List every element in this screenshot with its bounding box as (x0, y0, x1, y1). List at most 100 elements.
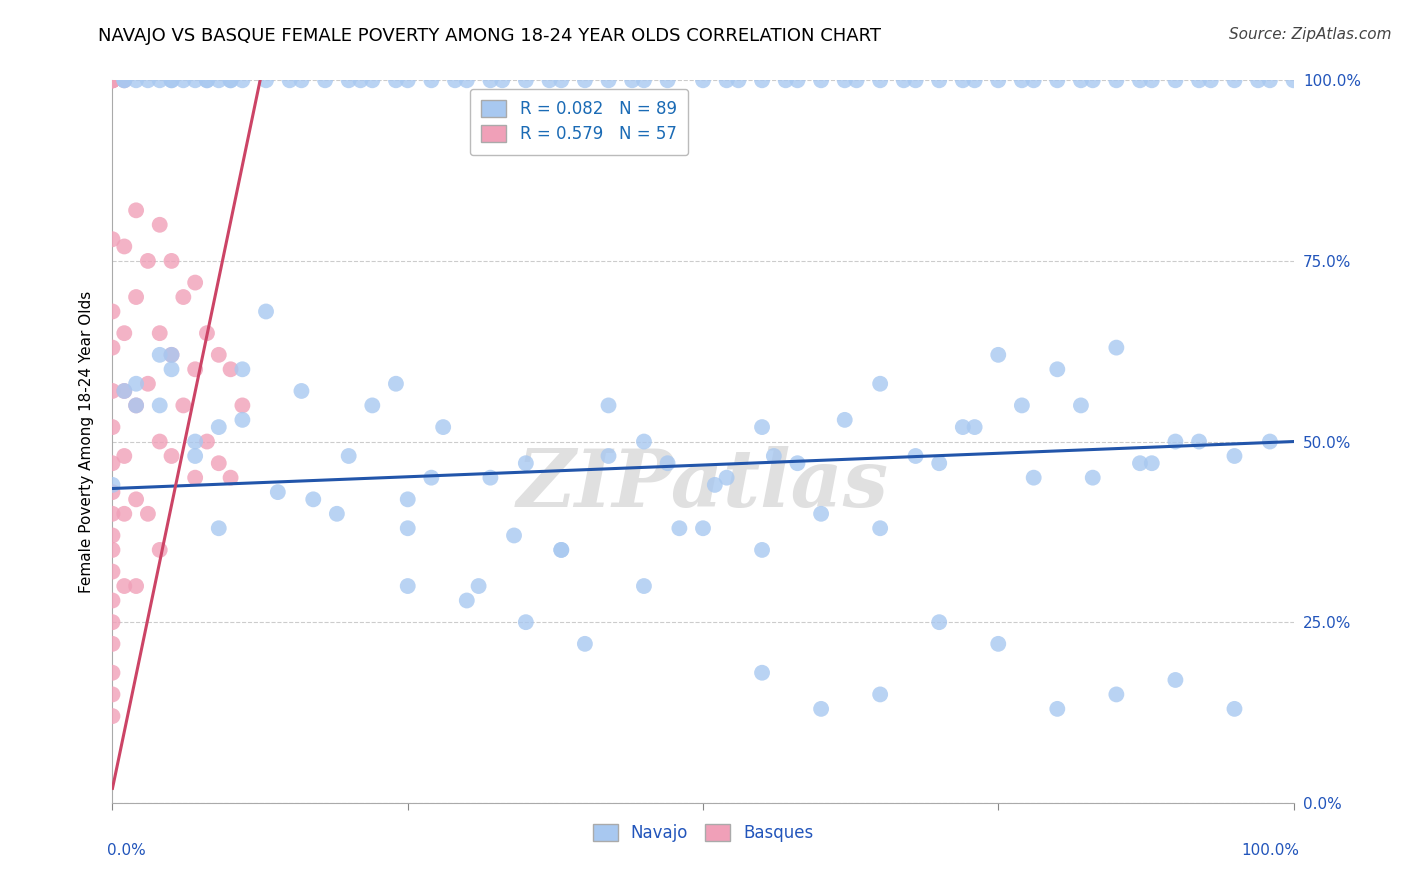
Point (869, 376, 891, 391)
Point (195, 73, 218, 87)
Point (267, 485, 290, 500)
Point (101, 593, 124, 607)
Point (195, 73, 218, 87)
Point (786, 456, 808, 470)
Point (290, 384, 312, 398)
Point (125, 398, 148, 412)
Point (963, 73, 986, 87)
Point (1022, 470, 1045, 484)
Point (231, 398, 253, 412)
Point (1188, 434, 1211, 449)
Point (657, 456, 679, 470)
Point (550, 73, 572, 87)
Point (467, 579, 489, 593)
Point (1105, 73, 1128, 87)
Point (337, 449, 360, 463)
Point (112, 507, 135, 521)
Point (160, 348, 183, 362)
Point (515, 615, 537, 630)
Point (125, 579, 148, 593)
Point (1164, 73, 1187, 87)
Point (184, 449, 207, 463)
Point (101, 478, 124, 492)
Point (184, 362, 207, 376)
Point (751, 665, 773, 680)
Point (101, 665, 124, 680)
Point (290, 73, 312, 87)
Point (112, 579, 135, 593)
Point (550, 542, 572, 557)
Point (1070, 398, 1092, 412)
Point (112, 326, 135, 340)
Point (775, 73, 797, 87)
Point (692, 73, 714, 87)
Point (751, 542, 773, 557)
Point (1046, 73, 1069, 87)
Point (160, 362, 183, 376)
Point (574, 73, 596, 87)
Point (208, 521, 231, 535)
Point (810, 73, 832, 87)
Point (1247, 73, 1270, 87)
Text: Source: ZipAtlas.com: Source: ZipAtlas.com (1229, 27, 1392, 42)
Point (633, 434, 655, 449)
Point (219, 470, 242, 484)
Point (716, 73, 738, 87)
Point (101, 709, 124, 723)
Point (160, 253, 183, 268)
Point (101, 542, 124, 557)
Point (845, 73, 868, 87)
Point (149, 218, 172, 232)
Point (550, 542, 572, 557)
Point (160, 348, 183, 362)
Point (668, 521, 690, 535)
Point (456, 73, 478, 87)
Point (869, 73, 891, 87)
Point (112, 73, 135, 87)
Point (444, 73, 467, 87)
Point (1129, 73, 1152, 87)
Point (1140, 456, 1163, 470)
Point (361, 398, 384, 412)
Point (101, 73, 124, 87)
Point (1258, 434, 1281, 449)
Point (1164, 673, 1187, 687)
Point (101, 420, 124, 434)
Point (1046, 362, 1069, 376)
Point (1022, 73, 1045, 87)
Point (420, 470, 443, 484)
Point (302, 492, 325, 507)
Point (172, 73, 194, 87)
Point (125, 73, 148, 87)
Point (1223, 73, 1246, 87)
Point (810, 507, 832, 521)
Point (703, 478, 725, 492)
Point (101, 341, 124, 355)
Point (208, 456, 231, 470)
Point (160, 449, 183, 463)
Point (101, 528, 124, 542)
Point (208, 73, 231, 87)
Point (385, 73, 408, 87)
Point (396, 492, 419, 507)
Point (503, 528, 526, 542)
Point (1105, 341, 1128, 355)
Point (633, 579, 655, 593)
Point (208, 348, 231, 362)
Point (515, 73, 537, 87)
Point (834, 73, 856, 87)
Point (928, 73, 950, 87)
Point (172, 290, 194, 304)
Point (314, 73, 336, 87)
Point (125, 290, 148, 304)
Point (136, 376, 159, 391)
Point (125, 492, 148, 507)
Point (1282, 73, 1305, 87)
Point (149, 326, 172, 340)
Point (1140, 73, 1163, 87)
Point (101, 384, 124, 398)
Point (515, 456, 537, 470)
Point (112, 73, 135, 87)
Point (254, 73, 277, 87)
Text: 100.0%: 100.0% (1241, 843, 1299, 857)
